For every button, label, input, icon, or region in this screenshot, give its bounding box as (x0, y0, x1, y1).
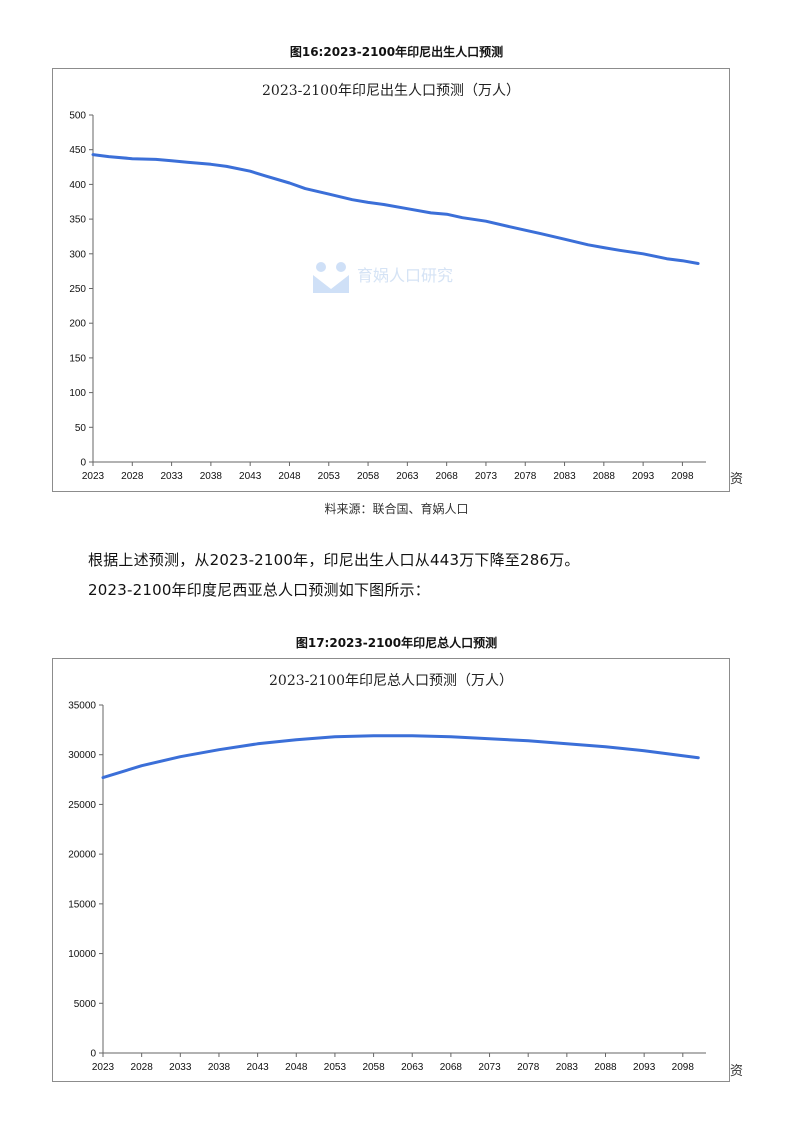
y-tick-label: 15000 (68, 899, 96, 910)
x-tick-label: 2093 (633, 1062, 656, 1073)
x-tick-label: 2088 (593, 471, 616, 482)
total-population-chart: 2023-2100年印尼总人口预测（万人） 0 5000 10000 15000 2000… (52, 658, 730, 1082)
x-tick-label: 2083 (553, 471, 576, 482)
x-tick-label: 2053 (318, 471, 341, 482)
chart-title: 2023-2100年印尼出生人口预测（万人） (262, 83, 520, 99)
x-tick-label: 2028 (121, 471, 144, 482)
x-tick-label: 2058 (362, 1062, 385, 1073)
total-population-svg: 2023-2100年印尼总人口预测（万人） 0 5000 10000 15000 2000… (68, 673, 706, 1073)
x-tick-label: 2043 (246, 1062, 269, 1073)
x-tick-label: 2033 (169, 1062, 192, 1073)
side-char-1: 资 (730, 472, 744, 487)
y-tick-label: 30000 (68, 750, 96, 761)
x-tick-label: 2053 (324, 1062, 347, 1073)
y-tick-label: 200 (69, 319, 86, 330)
paragraph-line-1: 根据上述预测，从2023-2100年，印尼出生人口从443万下降至286万。 (88, 551, 580, 569)
x-tick-label: 2073 (478, 1062, 501, 1073)
chart-title: 2023-2100年印尼总人口预测（万人） (269, 673, 513, 689)
y-tick-label: 50 (75, 423, 87, 434)
y-tick-label: 300 (69, 249, 86, 260)
x-tick-label: 2088 (594, 1062, 617, 1073)
paragraph-line-2: 2023-2100年印度尼西亚总人口预测如下图所示： (88, 581, 430, 599)
x-tick-label: 2038 (208, 1062, 231, 1073)
x-tick-label: 2098 (671, 471, 694, 482)
x-tick-label: 2078 (514, 471, 537, 482)
y-tick-label: 250 (69, 284, 86, 295)
x-tick-label: 2068 (440, 1062, 463, 1073)
x-tick-label: 2023 (82, 471, 105, 482)
y-tick-label: 100 (69, 388, 86, 399)
x-tick-label: 2098 (672, 1062, 695, 1073)
y-tick-label: 150 (69, 353, 86, 364)
x-tick-label: 2038 (200, 471, 223, 482)
figure17-caption: 图17:2023-2100年印尼总人口预测 (295, 636, 498, 650)
y-tick-label: 25000 (68, 800, 96, 811)
y-tick-label: 400 (69, 180, 86, 191)
x-tick-label: 2023 (92, 1062, 115, 1073)
y-tick-label: 20000 (68, 850, 96, 861)
side-char-2: 资 (730, 1064, 744, 1079)
watermark-text: 育娲人口研究 (357, 266, 453, 285)
x-tick-label: 2028 (131, 1062, 154, 1073)
x-tick-label: 2078 (517, 1062, 540, 1073)
y-tick-label: 350 (69, 215, 86, 226)
watermark-logo-icon: 育娲人口研究 (313, 262, 453, 293)
series-line (101, 734, 700, 780)
x-tick-label: 2048 (285, 1062, 308, 1073)
x-tick-label: 2068 (436, 471, 459, 482)
x-tick-label: 2063 (401, 1062, 424, 1073)
y-tick-label: 500 (69, 111, 86, 122)
birth-population-chart: 2023-2100年印尼出生人口预测（万人） 0 50 100 150 200 250 300… (52, 68, 730, 492)
source-note: 料来源：联合国、育娲人口 (324, 502, 469, 516)
birth-population-svg: 2023-2100年印尼出生人口预测（万人） 0 50 100 150 200 250 300… (69, 83, 706, 482)
x-tick-label: 2043 (239, 471, 262, 482)
y-tick-label: 0 (90, 1049, 96, 1060)
figure16-caption: 图16:2023-2100年印尼出生人口预测 (289, 45, 504, 59)
x-tick-label: 2063 (396, 471, 419, 482)
x-tick-label: 2083 (556, 1062, 579, 1073)
x-tick-label: 2033 (160, 471, 183, 482)
x-tick-label: 2058 (357, 471, 380, 482)
x-tick-label: 2093 (632, 471, 655, 482)
y-tick-label: 0 (80, 458, 86, 469)
y-tick-label: 5000 (74, 999, 97, 1010)
series-line (91, 153, 700, 265)
x-tick-label: 2048 (278, 471, 301, 482)
y-tick-label: 10000 (68, 949, 96, 960)
y-tick-label: 35000 (68, 701, 96, 712)
y-tick-label: 450 (69, 145, 86, 156)
x-tick-label: 2073 (475, 471, 498, 482)
